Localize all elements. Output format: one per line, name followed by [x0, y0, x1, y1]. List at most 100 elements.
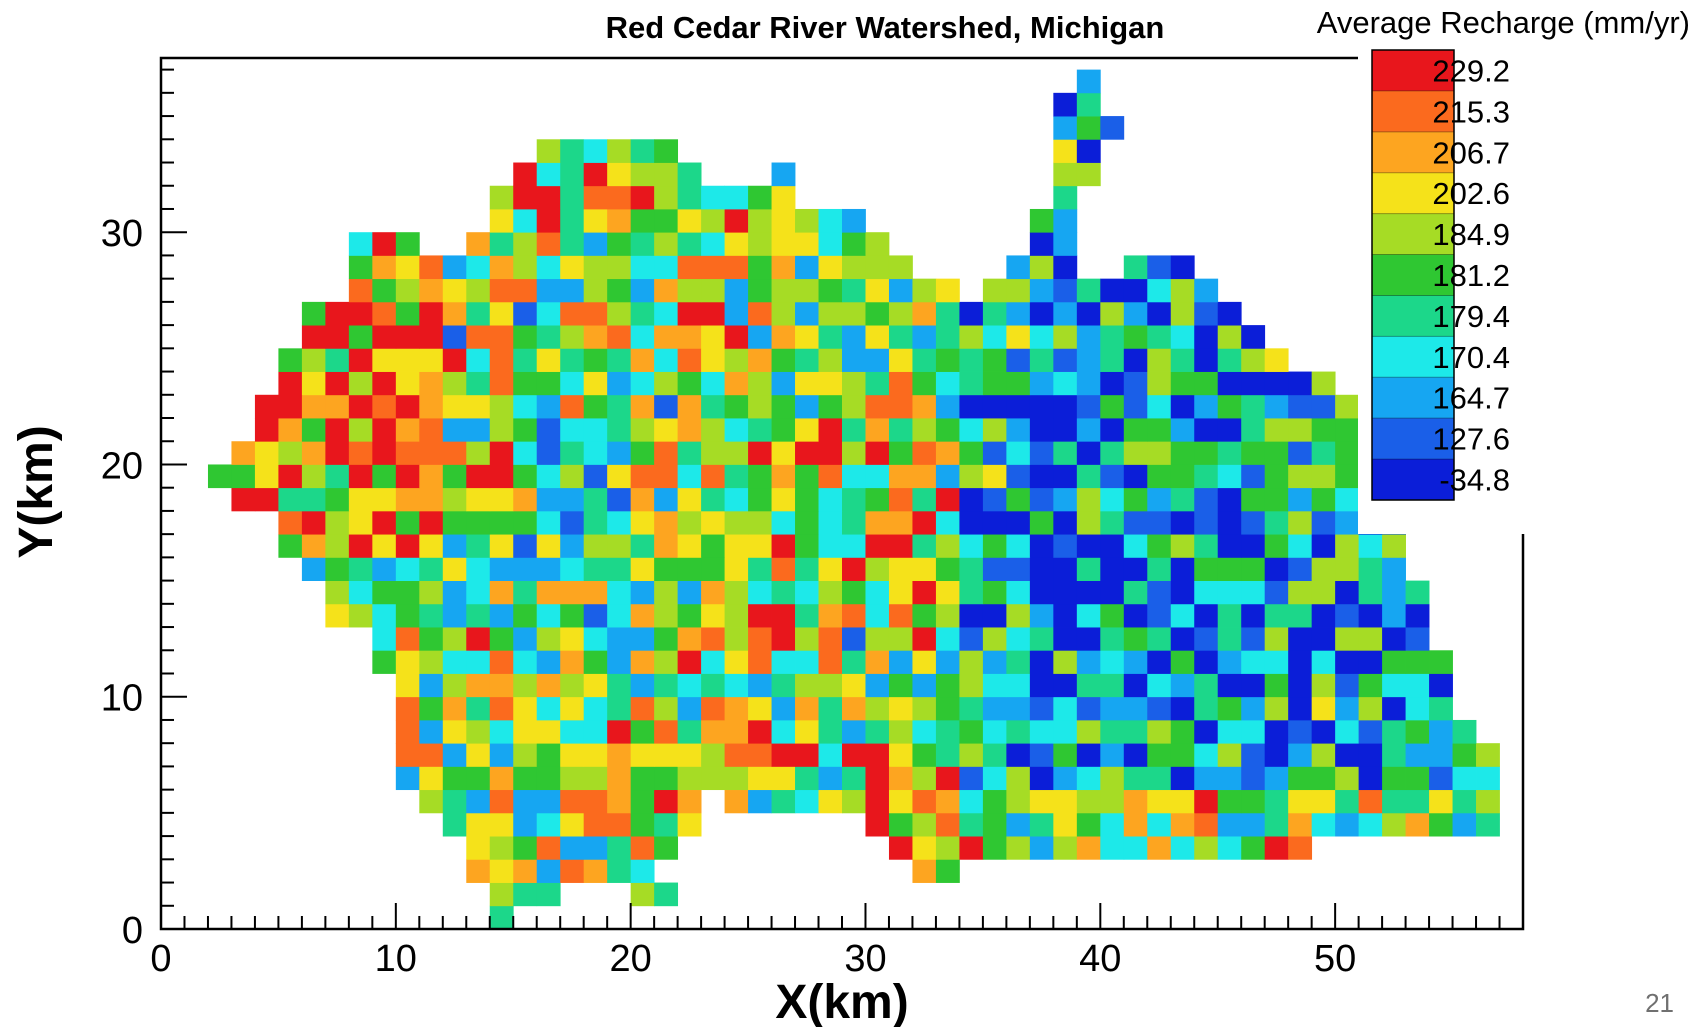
heatmap-cell	[1241, 371, 1266, 396]
heatmap-cell	[1405, 743, 1430, 767]
heatmap-cell	[865, 487, 890, 512]
heatmap-cell	[372, 371, 397, 396]
heatmap-cell	[1194, 441, 1219, 465]
heatmap-cell	[325, 371, 350, 396]
heatmap-cell	[1123, 836, 1148, 860]
heatmap-cell	[1053, 627, 1078, 651]
heatmap-cell	[1076, 394, 1101, 419]
heatmap-cell	[1123, 348, 1148, 372]
heatmap-cell	[395, 534, 420, 558]
heatmap-cell	[935, 487, 960, 512]
heatmap-cell	[560, 836, 585, 860]
heatmap-cell	[536, 766, 561, 791]
heatmap-cell	[795, 627, 819, 651]
heatmap-cell	[1217, 325, 1242, 349]
heatmap-cell	[325, 441, 350, 465]
heatmap-cell	[1335, 766, 1360, 791]
heatmap-cell	[348, 394, 373, 419]
heatmap-cell	[935, 836, 960, 860]
heatmap-cell	[372, 348, 397, 372]
heatmap-cell	[442, 719, 467, 744]
heatmap-cell	[865, 650, 890, 674]
heatmap-cell	[301, 371, 326, 396]
heatmap-cell	[771, 766, 796, 791]
heatmap-cell	[536, 487, 561, 512]
heatmap-cell	[1217, 510, 1242, 535]
heatmap-cell	[442, 580, 467, 605]
heatmap-cell	[982, 650, 1007, 674]
heatmap-cell	[677, 766, 702, 791]
heatmap-cell	[1123, 557, 1148, 581]
heatmap-cell	[583, 162, 608, 187]
heatmap-cell	[1288, 719, 1313, 744]
heatmap-cell	[1170, 812, 1195, 837]
heatmap-cell	[724, 510, 749, 535]
heatmap-cell	[1123, 812, 1148, 837]
heatmap-cell	[912, 603, 937, 628]
heatmap-cell	[1405, 789, 1430, 814]
heatmap-cell	[982, 394, 1007, 419]
heatmap-cell	[748, 696, 772, 721]
heatmap-cell	[959, 325, 984, 349]
heatmap-cell	[842, 696, 866, 721]
heatmap-cell	[442, 766, 467, 791]
heatmap-cell	[1382, 789, 1406, 814]
heatmap-cell	[748, 766, 772, 791]
heatmap-cell	[724, 232, 749, 256]
heatmap-cell	[607, 232, 632, 256]
heatmap-cell	[278, 510, 303, 535]
heatmap-cell	[795, 232, 819, 256]
heatmap-cell	[325, 394, 350, 419]
heatmap-cell	[583, 301, 608, 326]
heatmap-cell	[1264, 464, 1289, 489]
heatmap-cell	[795, 441, 819, 465]
heatmap-cell	[1029, 394, 1054, 419]
heatmap-cell	[466, 232, 491, 256]
heatmap-cell	[1029, 487, 1054, 512]
heatmap-cell	[888, 743, 913, 767]
heatmap-cell	[489, 905, 514, 930]
heatmap-cell	[677, 348, 702, 372]
heatmap-cell	[489, 278, 514, 303]
heatmap-cell	[560, 348, 585, 372]
heatmap-cell	[1311, 557, 1336, 581]
heatmap-cell	[1029, 627, 1054, 651]
heatmap-cell	[1194, 719, 1219, 744]
heatmap-cell	[1006, 418, 1031, 442]
heatmap-cell	[442, 371, 467, 396]
heatmap-cell	[1100, 510, 1125, 535]
heatmap-cell	[1147, 301, 1172, 326]
heatmap-cell	[1264, 534, 1289, 558]
heatmap-cell	[442, 743, 467, 767]
heatmap-cell	[795, 743, 819, 767]
heatmap-cell	[1311, 627, 1336, 651]
heatmap-cell	[935, 325, 960, 349]
heatmap-cell	[1335, 557, 1360, 581]
heatmap-cell	[865, 510, 890, 535]
heatmap-cell	[1358, 603, 1383, 628]
heatmap-cell	[1382, 719, 1406, 744]
heatmap-cell	[888, 673, 913, 698]
heatmap-cell	[348, 557, 373, 581]
heatmap-cell	[1076, 325, 1101, 349]
heatmap-cell	[795, 348, 819, 372]
heatmap-cell	[654, 696, 679, 721]
heatmap-cell	[748, 510, 772, 535]
heatmap-cell	[1311, 371, 1336, 396]
heatmap-cell	[630, 185, 655, 210]
heatmap-cell	[959, 719, 984, 744]
heatmap-cell	[395, 348, 420, 372]
heatmap-cell	[748, 348, 772, 372]
heatmap-cell	[536, 789, 561, 814]
heatmap-cell	[1217, 464, 1242, 489]
heatmap-cell	[959, 418, 984, 442]
heatmap-cell	[654, 627, 679, 651]
heatmap-cell	[325, 580, 350, 605]
heatmap-cell	[677, 232, 702, 256]
heatmap-cell	[771, 673, 796, 698]
heatmap-cell	[654, 325, 679, 349]
heatmap-cell	[701, 673, 725, 698]
heatmap-cell	[1147, 789, 1172, 814]
heatmap-cell	[348, 348, 373, 372]
heatmap-cell	[630, 348, 655, 372]
